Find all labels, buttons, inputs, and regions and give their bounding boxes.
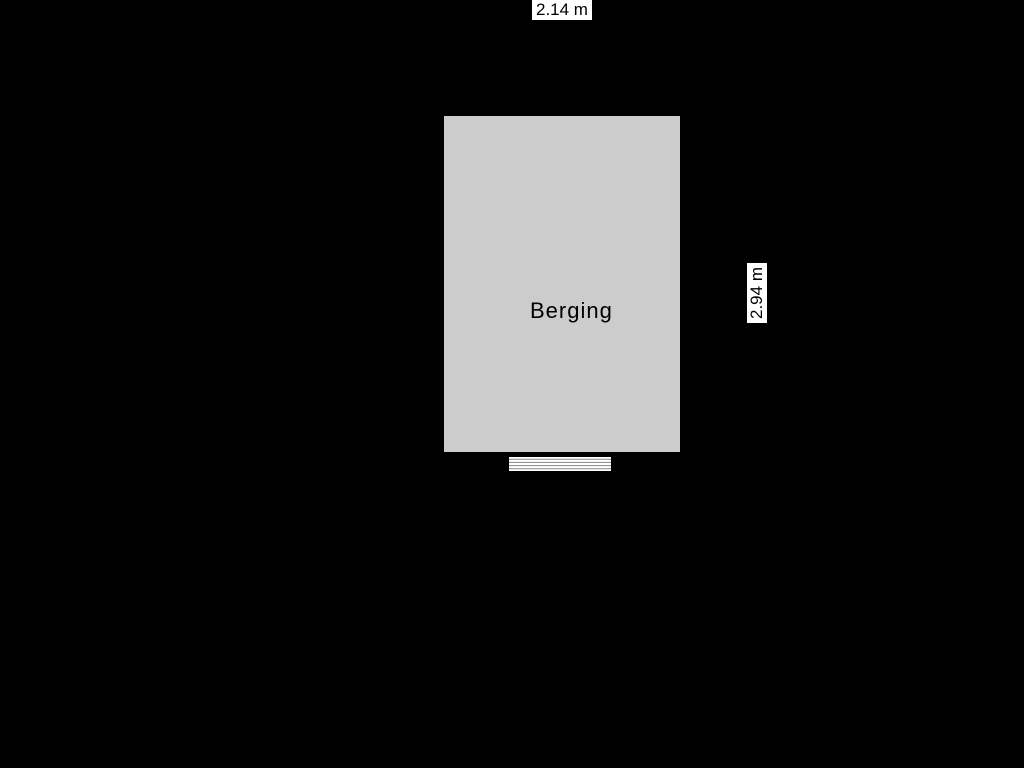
dimension-height: 2.94 m	[747, 263, 767, 323]
floorplan-canvas: Berging 2.14 m 2.94 m	[0, 0, 1024, 768]
room-label: Berging	[530, 298, 613, 324]
door-threshold-icon	[505, 456, 615, 472]
room-berging: Berging	[436, 108, 688, 460]
dimension-width: 2.14 m	[532, 0, 592, 20]
